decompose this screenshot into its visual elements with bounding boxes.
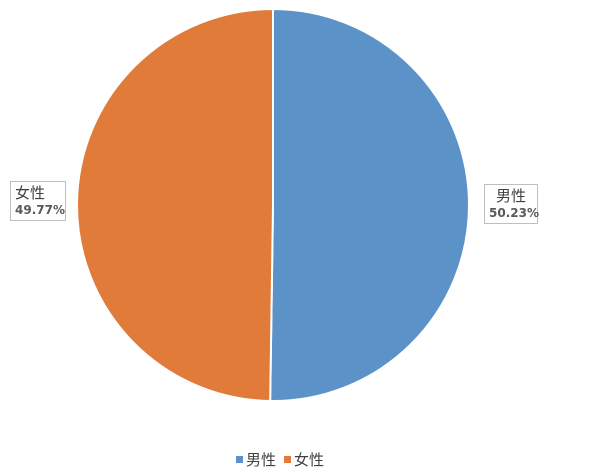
data-label-female-value: 49.77% <box>15 202 65 217</box>
data-label-male-name: 男性 <box>495 187 526 205</box>
pie-slices <box>76 7 470 402</box>
chart-legend: 男性 女性 <box>0 449 560 470</box>
legend-item-male[interactable]: 男性 <box>235 449 276 470</box>
legend-item-female[interactable]: 女性 <box>284 449 324 470</box>
pie-slice-male[interactable] <box>269 7 470 402</box>
data-label-male: 男性 50.23% <box>484 184 539 224</box>
legend-swatch-female <box>284 456 291 463</box>
legend-swatch-male <box>235 456 243 463</box>
legend-label-female: 女性 <box>294 451 325 469</box>
legend-label-male: 男性 <box>245 451 276 469</box>
data-label-female: 女性 49.77% <box>10 181 66 221</box>
data-label-female-name: 女性 <box>15 184 46 202</box>
data-label-male-value: 50.23% <box>489 205 539 220</box>
pie-slice-female[interactable] <box>76 7 274 402</box>
